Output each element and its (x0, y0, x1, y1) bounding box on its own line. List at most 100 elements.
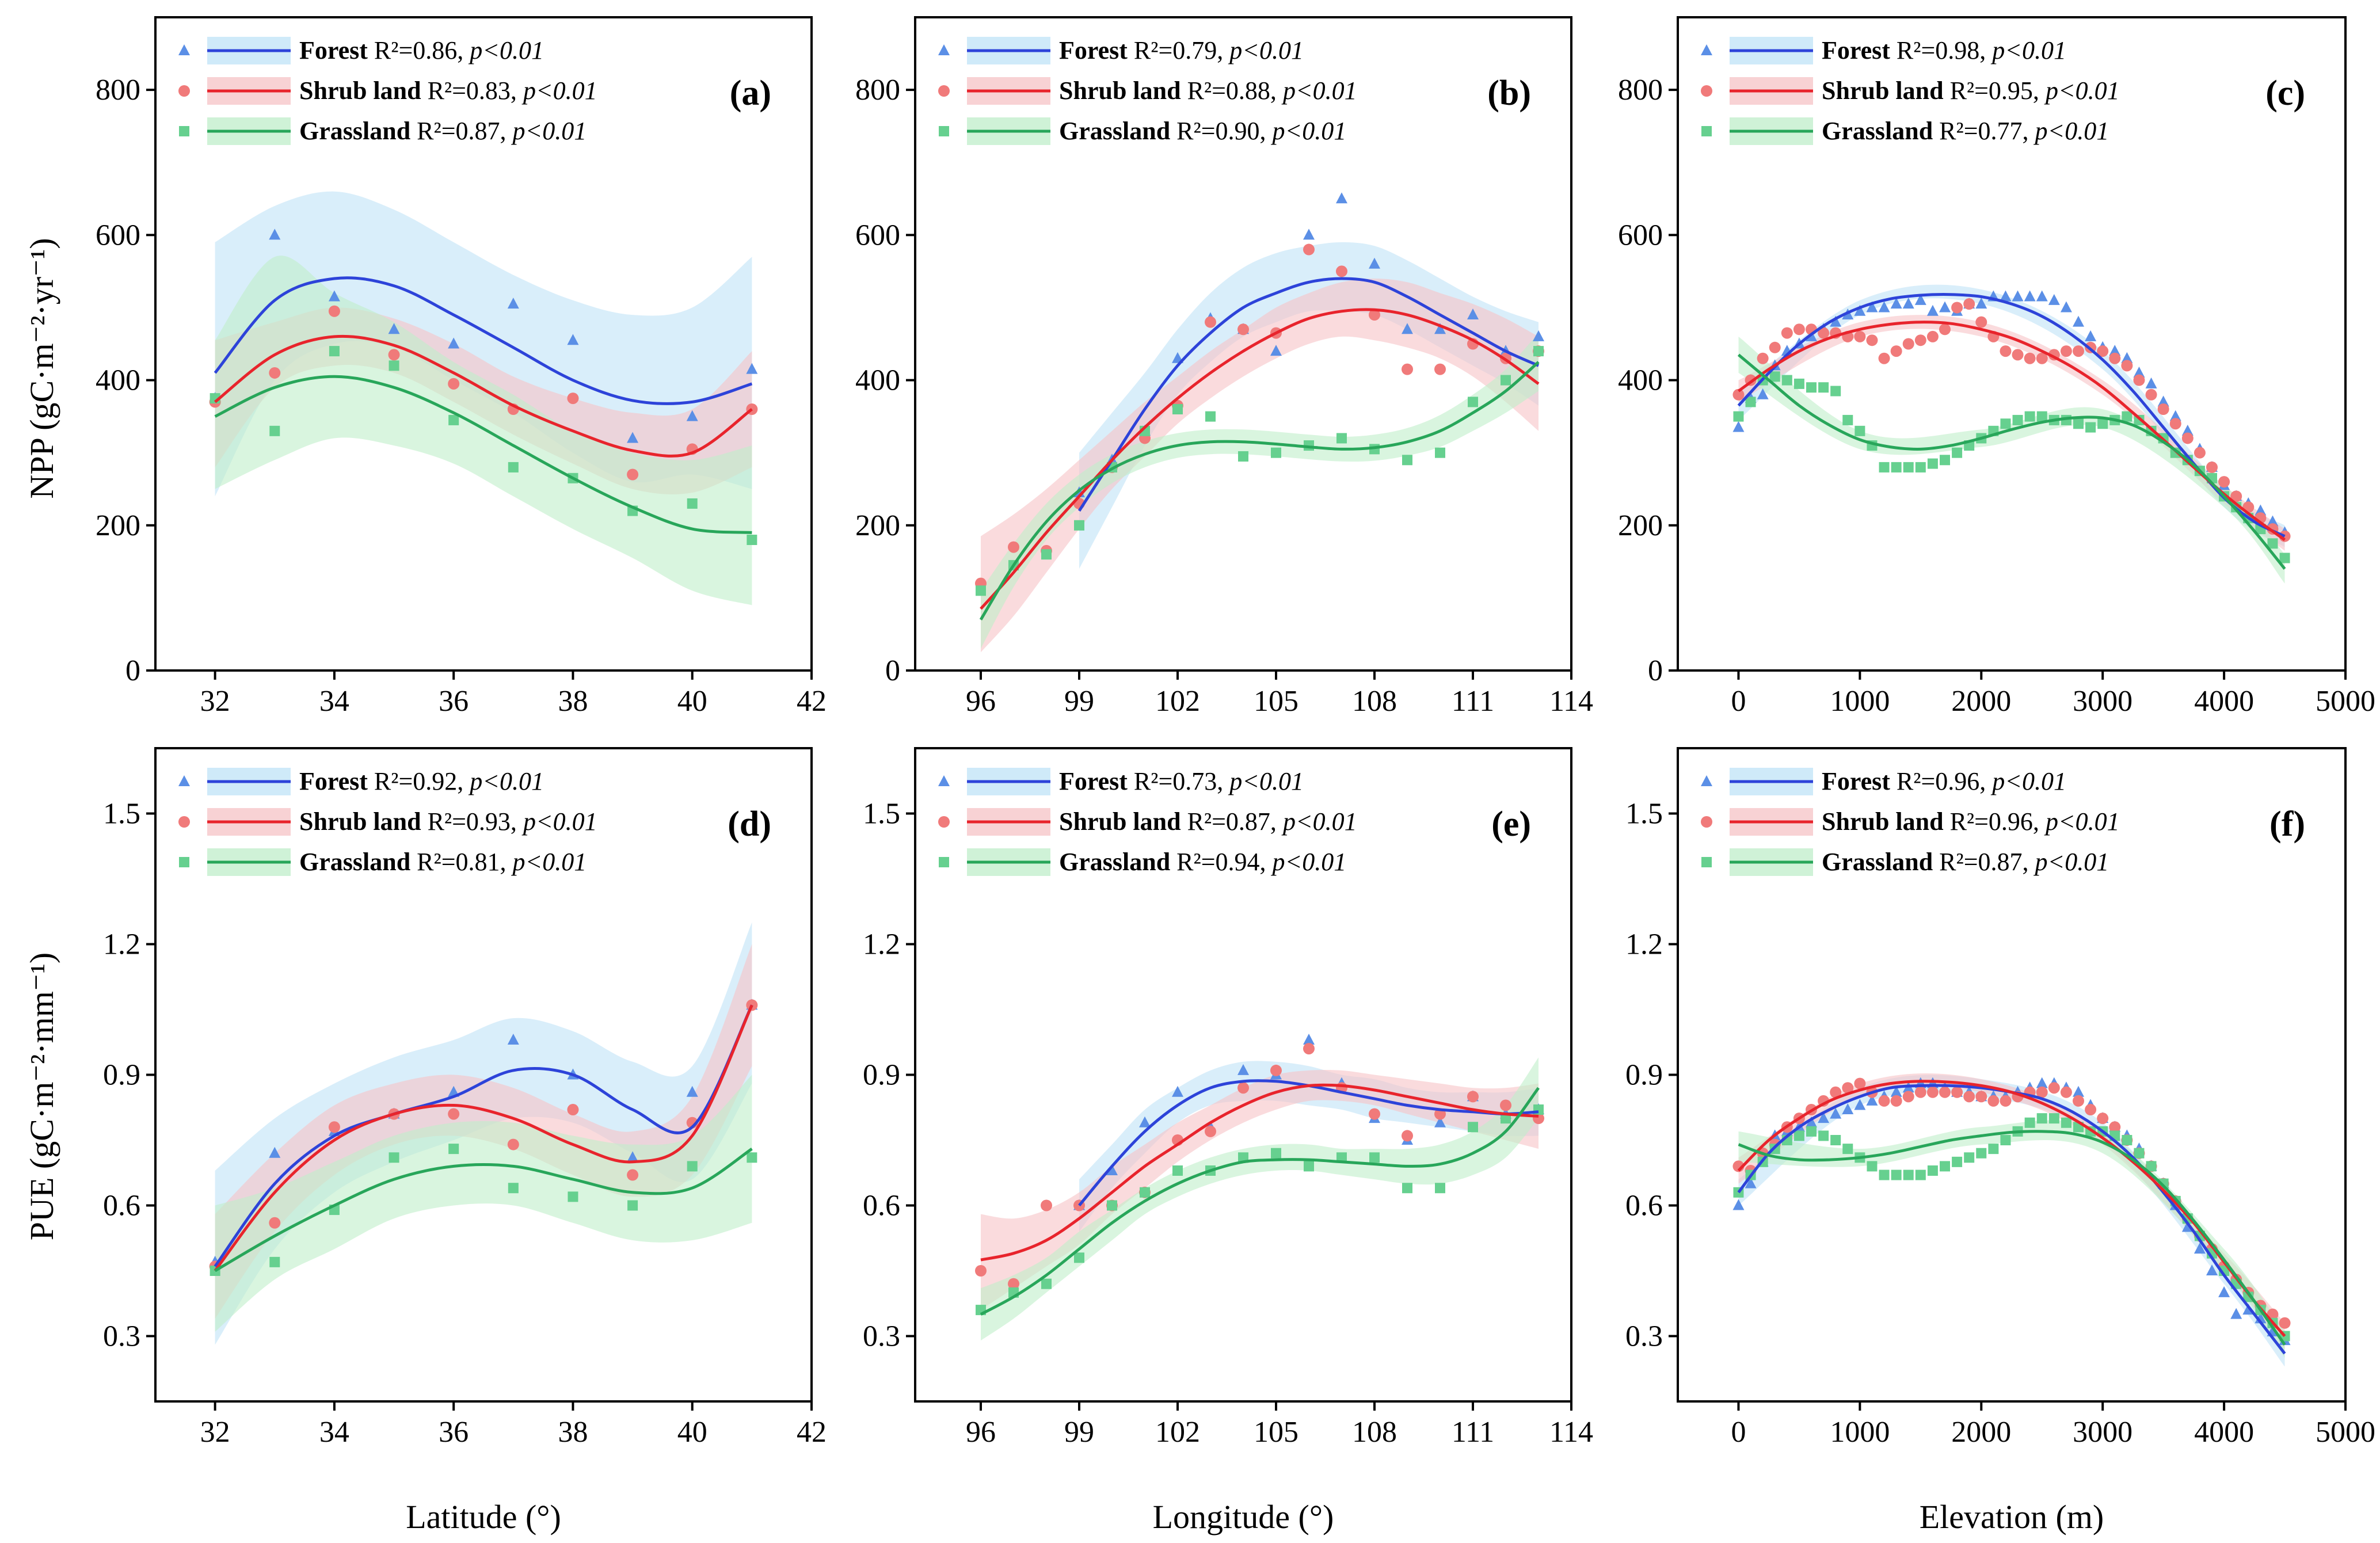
x-tick-label: 105 (1254, 685, 1298, 718)
data-point-forest (1303, 228, 1315, 240)
data-point-shrub-land (2157, 403, 2169, 415)
data-point-shrub-land (2060, 1086, 2072, 1098)
data-point-grassland (747, 1152, 757, 1163)
data-point-grassland (1879, 462, 1890, 473)
data-point-grassland (1927, 458, 1938, 469)
data-point-shrub-land (1914, 1086, 1926, 1098)
data-point-grassland (508, 462, 519, 473)
confidence-band-grassland (215, 1075, 752, 1332)
data-point-forest (1939, 301, 1951, 313)
chart-panel-f: 0.3 0.6 0.9 1.2 1.5 0 1000 2000 3000 4000 5000 Fore… (1625, 747, 2375, 1449)
data-point-forest (2109, 345, 2121, 356)
data-point-grassland (568, 1191, 578, 1202)
plot-frame (1677, 16, 2347, 672)
data-point-shrub-land (2000, 345, 2012, 357)
data-point-forest (2169, 410, 2181, 421)
data-point-forest (2012, 290, 2024, 302)
fit-line-grassland (214, 375, 752, 534)
legend-entry-shrub-land: Shrub land R²=0.88, p<0.01 (1059, 77, 1357, 105)
data-point-grassland (1468, 1122, 1478, 1133)
data-point-grassland (1074, 520, 1084, 531)
plot-frame (914, 16, 1572, 672)
legend-marker-shrub-land (178, 816, 190, 828)
data-point-shrub-land (1963, 298, 1975, 310)
y-tick-label: 800 (1618, 74, 1663, 106)
x-tick-label: 42 (797, 685, 827, 718)
legend-marker-forest (1701, 44, 1712, 55)
data-point-shrub-land (1369, 1108, 1380, 1120)
y-tick-label: 0.3 (1625, 1320, 1663, 1353)
fit-line-shrub-land (980, 308, 1540, 610)
legend-entry-forest: Forest R²=0.96, p<0.01 (1822, 767, 2066, 795)
data-point-grassland (1733, 411, 1744, 422)
data-point-grassland (1830, 1135, 1841, 1145)
data-point-shrub-land (1205, 316, 1216, 328)
data-point-shrub-land (2109, 352, 2121, 364)
data-point-grassland (448, 1144, 459, 1155)
fit-line-grassland (1737, 353, 2286, 570)
data-point-grassland (1940, 1161, 1950, 1172)
fit-line-grassland (980, 1087, 1540, 1316)
x-tick-label: 4000 (2194, 685, 2254, 718)
data-point-shrub-land (269, 367, 281, 379)
legend-marker-grassland (179, 126, 189, 136)
legend-entry-grassland: Grassland R²=0.87, p<0.01 (1822, 848, 2109, 876)
data-point-grassland (1205, 411, 1216, 422)
x-tick-label: 42 (797, 1416, 827, 1449)
x-tick-label: 40 (677, 1416, 707, 1449)
data-point-grassland (1818, 1130, 1829, 1141)
legend-entry-forest: Forest R²=0.86, p<0.01 (299, 36, 544, 64)
data-point-forest (1818, 1112, 1830, 1123)
data-point-shrub-land (1878, 352, 1890, 364)
data-point-shrub-land (2000, 1095, 2012, 1107)
data-point-shrub-land (975, 1265, 987, 1277)
x-tick-label: 5000 (2316, 685, 2375, 718)
data-point-shrub-land (1842, 1082, 1854, 1094)
data-point-grassland (1903, 1169, 1914, 1180)
data-point-forest (2060, 301, 2072, 313)
legend-entry-grassland: Grassland R²=0.94, p<0.01 (1059, 848, 1346, 876)
legend-entry-shrub-land: Shrub land R²=0.95, p<0.01 (1822, 77, 2120, 105)
data-point-forest (1830, 1107, 1842, 1119)
data-point-shrub-land (2036, 1086, 2048, 1098)
chart-panel-b: 0 200 400 600 800 96 99 102 105 108 111 114 Forest R… (855, 16, 1593, 718)
data-point-shrub-land (1866, 334, 1878, 346)
y-axis-title-npp: NPP (gC·m⁻²·yr⁻¹) (23, 238, 60, 498)
data-point-forest (1434, 1116, 1446, 1127)
data-point-shrub-land (1402, 1130, 1413, 1142)
data-point-grassland (747, 535, 757, 545)
data-point-shrub-land (507, 1138, 519, 1150)
x-tick-label: 108 (1352, 685, 1397, 718)
legend-marker-grassland (179, 857, 189, 867)
legend-marker-forest (938, 775, 950, 786)
data-point-grassland (1769, 371, 1780, 382)
data-point-shrub-land (1951, 302, 1963, 314)
plot-frame (154, 16, 813, 672)
y-tick-label: 600 (855, 219, 900, 252)
data-point-shrub-land (2060, 345, 2072, 357)
data-point-grassland (1745, 397, 1756, 407)
legend-marker-grassland (1701, 857, 1712, 867)
data-point-shrub-land (2230, 490, 2242, 502)
data-point-forest (388, 323, 400, 334)
data-point-grassland (1818, 382, 1829, 393)
x-tick-label: 102 (1155, 685, 1200, 718)
data-point-forest (1854, 304, 1866, 316)
data-point-shrub-land (1818, 327, 1830, 339)
data-point-forest (269, 1146, 281, 1158)
y-tick-label: 400 (1618, 364, 1663, 397)
x-tick-label: 111 (1452, 1416, 1494, 1449)
data-point-forest (627, 432, 639, 443)
data-point-grassland (2024, 1117, 2035, 1128)
x-tick-label: 34 (319, 685, 349, 718)
data-point-grassland (976, 585, 986, 596)
data-point-forest (1732, 421, 1745, 432)
data-point-shrub-land (1336, 265, 1347, 277)
data-point-shrub-land (1237, 1082, 1249, 1094)
data-point-forest (1914, 294, 1926, 305)
legend-entry-grassland: Grassland R²=0.77, p<0.01 (1822, 117, 2109, 145)
legend-entry-shrub-land: Shrub land R²=0.83, p<0.01 (299, 77, 597, 105)
data-point-shrub-land (627, 468, 639, 481)
data-point-grassland (1238, 451, 1248, 462)
data-point-grassland (2279, 553, 2290, 563)
